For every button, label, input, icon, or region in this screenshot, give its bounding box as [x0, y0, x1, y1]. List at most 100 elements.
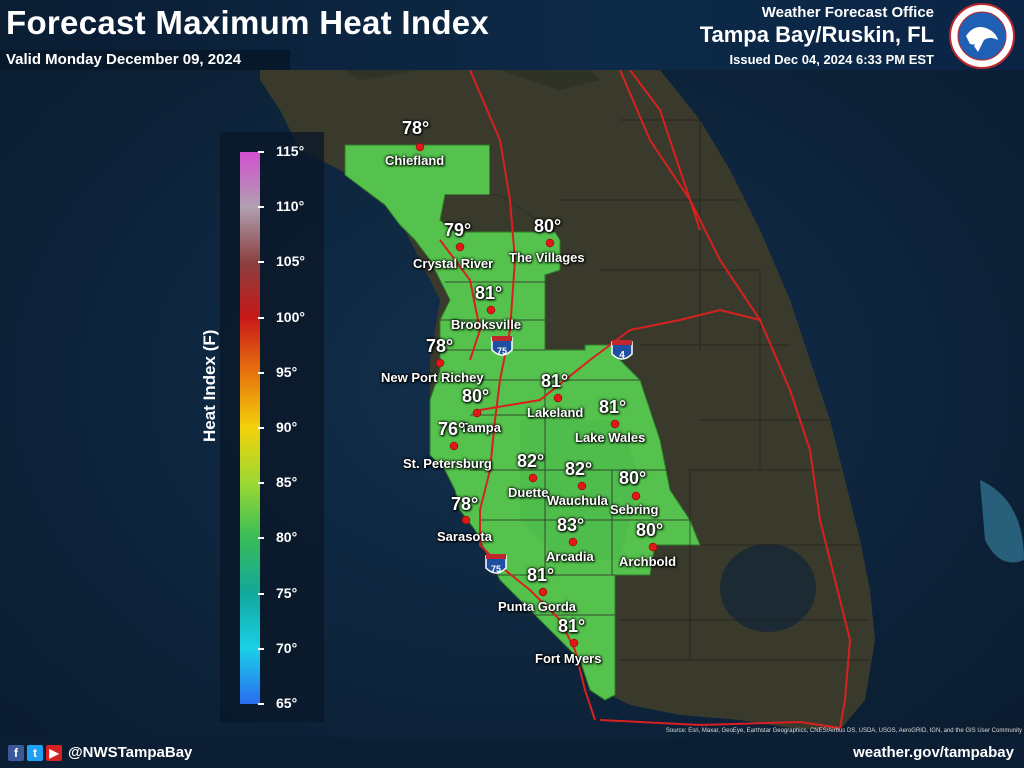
city-name-lakeland: Lakeland	[527, 405, 584, 420]
issued-time: Issued Dec 04, 2024 6:33 PM EST	[729, 52, 935, 67]
office-name: Tampa Bay/Ruskin, FL	[699, 22, 934, 47]
city-name-brooksville: Brooksville	[451, 317, 522, 332]
heat-index-value-st-petersburg: 76°	[438, 419, 466, 439]
interstate-shield-75-south: 75	[485, 554, 507, 574]
header-bar: Forecast Maximum Heat Index Valid Monday…	[0, 0, 1024, 70]
heat-index-value-sebring: 80°	[619, 468, 647, 488]
page-title: Forecast Maximum Heat Index	[6, 4, 490, 41]
city-name-fort-myers: Fort Myers	[535, 651, 602, 666]
outer-county-lines	[560, 119, 870, 661]
social-handle[interactable]: @NWSTampaBay	[68, 744, 193, 761]
heat-index-value-archbold: 80°	[636, 520, 664, 540]
office-label: Weather Forecast Office	[761, 4, 934, 21]
legend-tick-mark	[258, 482, 264, 485]
heat-index-value-brooksville: 81°	[475, 283, 503, 303]
city-marker-punta-gorda	[538, 587, 548, 597]
legend-tick-label: 100°	[276, 308, 305, 325]
city-marker-crystal-river	[455, 242, 465, 252]
website-link[interactable]: weather.gov/tampabay	[853, 744, 1014, 761]
heat-index-value-fort-myers: 81°	[558, 616, 586, 636]
heat-index-value-the-villages: 80°	[534, 216, 562, 236]
city-marker-arcadia	[568, 537, 578, 547]
city-name-duette: Duette	[508, 485, 549, 500]
footer-bar: f t ▶ @NWSTampaBay weather.gov/tampabay	[0, 738, 1024, 768]
legend: Heat Index (F) 115° 110° 105° 100° 95° 90° 85°…	[200, 132, 324, 722]
legend-tick-mark	[258, 427, 264, 429]
city-name-arcadia: Arcadia	[546, 549, 594, 564]
legend-tick-mark	[258, 647, 264, 650]
social-icons: f t ▶	[8, 745, 62, 761]
legend-tick-mark	[258, 316, 264, 319]
valid-date: Valid Monday December 09, 2024	[0, 50, 290, 70]
city-name-lake-wales: Lake Wales	[575, 430, 646, 445]
nws-logo-icon	[949, 3, 1015, 69]
facebook-icon[interactable]: f	[8, 745, 24, 761]
legend-tick-mark	[258, 592, 264, 595]
city-marker-brooksville	[486, 305, 496, 315]
heat-index-value-crystal-river: 79°	[444, 220, 472, 240]
city-marker-tampa	[472, 408, 482, 418]
city-marker-fort-myers	[569, 638, 579, 648]
legend-tick-mark	[258, 151, 264, 153]
city-name-new-port-richey: New Port Richey	[381, 370, 484, 385]
interstate-shield-4: 4	[611, 340, 633, 361]
heat-index-value-lakeland: 81°	[541, 371, 569, 391]
heat-index-value-chiefland: 78°	[402, 118, 430, 138]
highways	[439, 69, 852, 729]
legend-tick-label: 95°	[276, 363, 298, 380]
city-marker-sarasota	[461, 515, 471, 525]
interstate-4-label: 4	[619, 350, 625, 361]
city-name-crystal-river: Crystal River	[413, 256, 494, 271]
city-name-tampa: Tampa	[460, 420, 501, 435]
legend-tick-label: 105°	[276, 253, 305, 270]
city-name-sarasota: Sarasota	[437, 529, 492, 544]
legend-tick-label: 75°	[276, 584, 298, 601]
city-marker-new-port-richey	[435, 358, 445, 368]
heat-index-value-wauchula: 82°	[565, 459, 593, 479]
heat-index-value-punta-gorda: 81°	[527, 565, 555, 585]
legend-tick-label: 65°	[276, 695, 298, 711]
city-markers	[415, 142, 658, 648]
lake-okeechobee	[720, 544, 816, 632]
youtube-icon[interactable]: ▶	[46, 745, 62, 761]
legend-tick-label: 115°	[276, 143, 305, 159]
city-name-st-petersburg: St. Petersburg	[403, 456, 492, 471]
heat-index-value-lake-wales: 81°	[599, 397, 627, 417]
heat-index-value-arcadia: 83°	[557, 515, 585, 535]
legend-tick-mark	[258, 537, 264, 540]
legend-colorbar	[240, 152, 260, 704]
twitter-icon[interactable]: t	[27, 745, 43, 761]
bahamas-shoal	[980, 480, 1024, 563]
city-name-chiefland: Chiefland	[385, 153, 445, 168]
interstate-shield-75-north: 75	[491, 336, 513, 356]
city-name-the-villages: The Villages	[509, 250, 585, 265]
legend-tick-label: 85°	[276, 474, 298, 491]
city-marker-sebring	[631, 491, 641, 501]
city-marker-archbold	[648, 542, 658, 552]
city-marker-st-petersburg	[449, 441, 459, 451]
city-marker-chiefland	[415, 142, 425, 152]
city-name-archbold: Archbold	[619, 554, 677, 569]
legend-tick-label: 80°	[276, 529, 298, 546]
legend-tick-label: 70°	[276, 639, 298, 656]
interstate-75-south-label: 75	[491, 564, 501, 574]
city-marker-duette	[528, 473, 538, 483]
legend-tick-label: 110°	[276, 198, 305, 215]
legend-tick-mark	[258, 371, 264, 374]
heat-index-value-tampa: 80°	[462, 386, 490, 406]
city-name-wauchula: Wauchula	[547, 493, 608, 508]
city-marker-wauchula	[577, 481, 587, 491]
city-marker-lake-wales	[610, 419, 620, 429]
heat-index-value-duette: 82°	[517, 451, 545, 471]
legend-tick-label: 90°	[276, 419, 298, 435]
city-marker-lakeland	[553, 393, 563, 403]
interstate-75-north-label: 75	[497, 346, 507, 356]
forecast-shade	[520, 420, 640, 560]
city-marker-the-villages	[545, 238, 555, 248]
city-name-punta-gorda: Punta Gorda	[498, 599, 577, 614]
legend-tick-mark	[258, 206, 264, 209]
heat-index-value-sarasota: 78°	[451, 494, 479, 514]
legend-tick-mark	[258, 261, 264, 264]
